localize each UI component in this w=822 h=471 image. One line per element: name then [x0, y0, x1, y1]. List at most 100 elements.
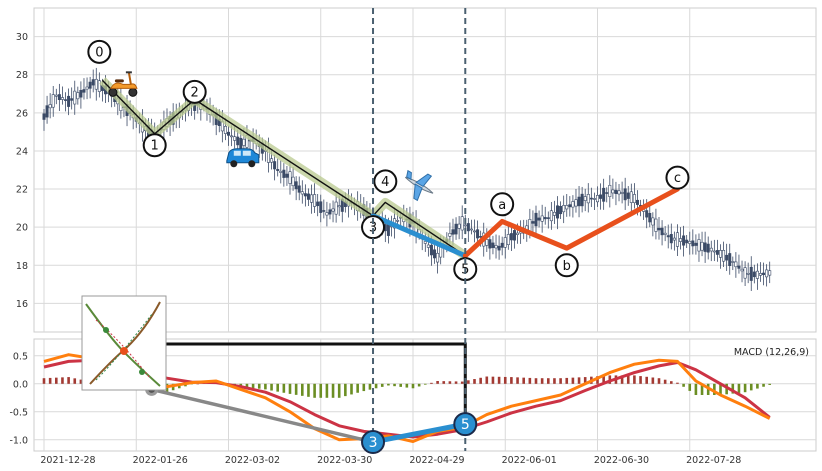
candle-body [313, 194, 317, 207]
macd-hist-bar [596, 376, 599, 384]
candle-body [466, 223, 470, 232]
wave-label-circle [554, 253, 579, 278]
candle-body [436, 252, 440, 263]
candle-body [709, 247, 713, 252]
macd-line [43, 353, 771, 443]
macd-wave-marker-circle [361, 430, 386, 455]
macd-hist-bar [368, 383, 372, 390]
price-y-tick-label: 30 [16, 32, 28, 43]
macd-hist-bar [313, 383, 316, 398]
macd-hist-bar [756, 383, 759, 389]
candle-body [669, 234, 673, 244]
candle-body [328, 209, 332, 215]
blue-divergence-link [372, 421, 466, 445]
price-y-tick-label: 22 [16, 185, 28, 196]
macd-hist-bar [257, 383, 261, 389]
candle-body [743, 267, 747, 279]
candle-body [282, 169, 286, 178]
candle-body [626, 192, 630, 199]
macd-hist-bar [731, 383, 735, 394]
candle-body [543, 217, 547, 220]
candle-body [273, 161, 277, 170]
macd-hist-bar [626, 375, 630, 384]
candle-body [580, 193, 584, 207]
candle-body [691, 240, 695, 247]
candle-body [51, 94, 55, 108]
candle-body [694, 242, 698, 246]
price-y-tick-label: 28 [16, 70, 28, 81]
macd-hist-bar [657, 378, 661, 384]
macd-hist-bar [725, 383, 728, 395]
inset-node [120, 347, 128, 355]
candle-body [79, 90, 83, 98]
candle-body [602, 187, 606, 202]
macd-hist-bar [79, 379, 83, 384]
candle-body [300, 191, 304, 195]
macd-hist-bar [491, 376, 495, 384]
candle-body [589, 197, 593, 200]
macd-wave-markers: 35 [361, 412, 478, 455]
macd-hist-bar [399, 383, 402, 387]
candle-body [549, 210, 553, 222]
candle-body [331, 208, 335, 212]
price-y-ticks: 16 18 20 22 24 26 28 30 [16, 32, 28, 310]
macd-hist-bar [700, 383, 704, 395]
wave-label: a [498, 198, 506, 213]
candle-body [556, 205, 560, 219]
candle-body [537, 217, 541, 221]
candle-body [70, 98, 74, 101]
macd-hist-bar [713, 383, 716, 395]
macd-hist-bar [411, 383, 415, 389]
candle-body [60, 97, 64, 100]
wave-label-circle [87, 39, 112, 64]
candle-body [233, 136, 237, 141]
macd-hist-bar [467, 380, 470, 384]
macd-hist-bar [436, 381, 439, 384]
candle-body [91, 79, 95, 86]
macd-wave-marker-label: 5 [461, 417, 470, 433]
candle-body [614, 189, 618, 194]
macd-hist-bar [424, 383, 427, 385]
macd-hist-bar [768, 383, 771, 385]
candle-body [227, 131, 231, 136]
macd-hist-bar [417, 383, 421, 387]
macd-hist-bar [387, 383, 390, 386]
macd-hist-bar [670, 381, 673, 384]
candle-body [722, 250, 726, 262]
candle-body [725, 254, 729, 261]
macd-hist-bar [42, 378, 46, 384]
macd-hist-bar [264, 383, 267, 390]
macd-hist-bar [448, 381, 452, 384]
candle-body [740, 268, 744, 272]
candle-body [337, 205, 341, 208]
candle-body [635, 199, 639, 205]
car-window [233, 150, 241, 156]
macd-hist-bar [307, 383, 310, 397]
candle-body [623, 188, 627, 201]
macd-hist-bar [565, 377, 569, 384]
macd-hist-bar [749, 383, 753, 391]
candle-body [620, 192, 624, 194]
macd-hist-bar [301, 383, 304, 396]
macd-hist-bar [577, 377, 581, 384]
macd-hist-bar [503, 376, 507, 384]
car-body [226, 148, 260, 164]
candle-body [734, 261, 738, 268]
macd-hist-bar [583, 377, 587, 384]
macd-hist-bar [393, 383, 396, 387]
macd-hist-bar [497, 376, 501, 384]
candle-body [712, 250, 716, 253]
candle-body [297, 185, 301, 193]
candle-body [469, 228, 473, 231]
x-tick-label: 2021-12-28 [40, 455, 95, 466]
candle-body [223, 126, 227, 134]
macd-hist-bar [639, 376, 642, 384]
macd-hist-bar [405, 383, 409, 388]
candle-body [396, 220, 400, 222]
candle-body [605, 192, 609, 194]
candle-body [88, 81, 92, 89]
x-tick-label: 2022-03-30 [317, 455, 372, 466]
inset-frame [81, 295, 167, 391]
candle-body [546, 217, 550, 219]
macd-hist-bar [473, 379, 476, 384]
